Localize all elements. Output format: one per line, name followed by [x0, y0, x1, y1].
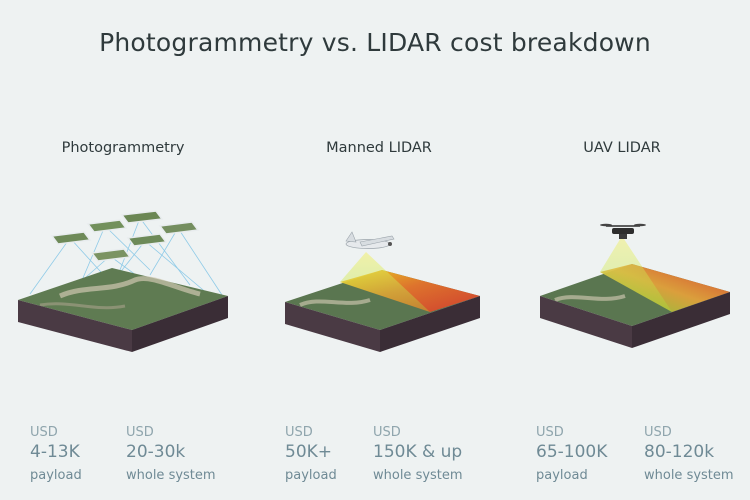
- price-manned-lidar-payload: USD 50K+ payload: [285, 425, 395, 485]
- price-note: whole system: [644, 468, 734, 483]
- currency-label: USD: [285, 425, 313, 440]
- price-note: whole system: [373, 468, 463, 483]
- lidar-beam: [600, 236, 672, 312]
- column-title-manned-lidar: Manned LIDAR: [326, 140, 432, 156]
- column-title-photogrammetry: Photogrammetry: [61, 140, 185, 156]
- currency-label: USD: [126, 425, 154, 440]
- price-note: payload: [536, 468, 588, 483]
- price-amount: 65-100K: [536, 442, 608, 462]
- price-amount: 150K & up: [373, 442, 463, 462]
- lidar-beam: [340, 252, 430, 312]
- price-amount: 20-30k: [126, 442, 186, 462]
- price-photogrammetry-system: USD 20-30k whole system: [126, 425, 236, 485]
- currency-label: USD: [536, 425, 564, 440]
- currency-label: USD: [373, 425, 401, 440]
- price-note: whole system: [126, 468, 216, 483]
- uav-lidar-illustration: [540, 223, 730, 348]
- price-uav-lidar-system: USD 80-120k whole system: [644, 425, 748, 485]
- drone-icon: [600, 223, 646, 239]
- illustration-area: [18, 210, 730, 352]
- column-title-uav-lidar: UAV LIDAR: [583, 140, 661, 156]
- price-photogrammetry-payload: USD 4-13K payload: [30, 425, 140, 485]
- price-amount: 80-120k: [644, 442, 715, 462]
- price-note: payload: [285, 468, 337, 483]
- price-uav-lidar-payload: USD 65-100K payload: [536, 425, 646, 485]
- price-manned-lidar-system: USD 150K & up whole system: [373, 425, 493, 485]
- manned-lidar-illustration: [285, 231, 480, 352]
- price-amount: 50K+: [285, 442, 333, 462]
- price-amount: 4-13K: [30, 442, 80, 462]
- currency-label: USD: [644, 425, 672, 440]
- page-title: Photogrammetry vs. LIDAR cost breakdown: [99, 28, 651, 57]
- currency-label: USD: [30, 425, 58, 440]
- price-note: payload: [30, 468, 82, 483]
- photo-frames: [50, 210, 200, 262]
- aircraft-icon: [345, 231, 395, 249]
- photogrammetry-illustration: [18, 210, 228, 352]
